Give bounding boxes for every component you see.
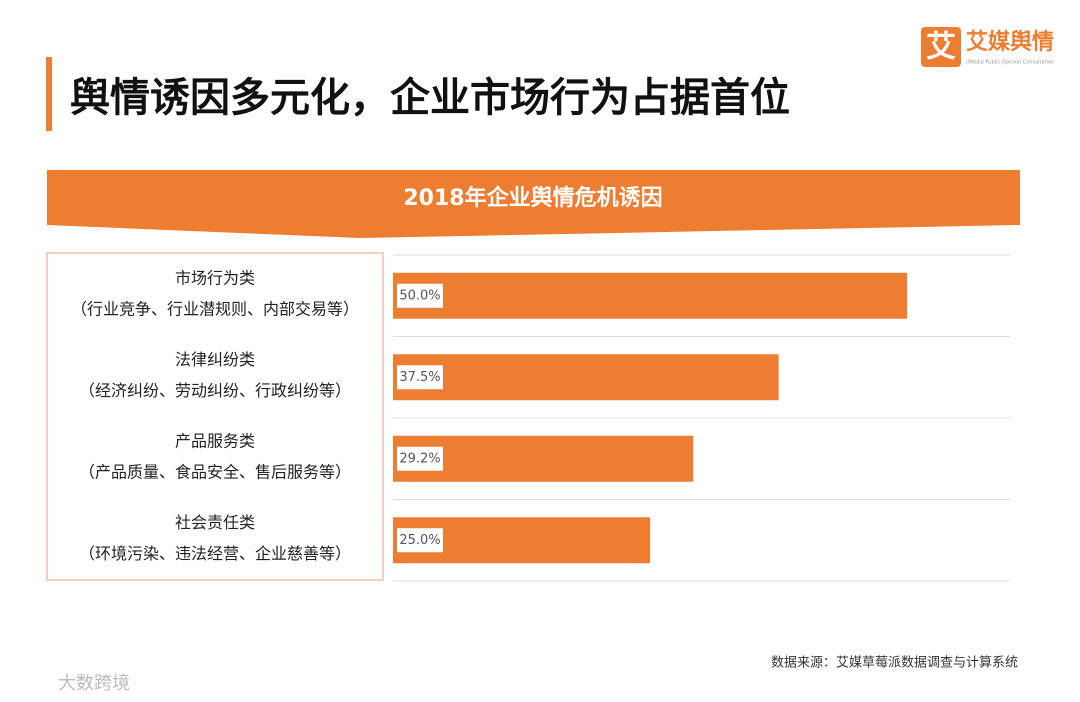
category-label: 法律纠纷类 [175,350,255,369]
category-label: 社会责任类 [175,513,255,532]
slide-title: 舆情诱因多元化，企业市场行为占据首位 [70,75,790,121]
bar [393,354,779,401]
logo-name: 艾媒舆情 [966,29,1054,55]
value-label-box [397,528,443,553]
value-label: 25.0% [399,533,440,548]
category-label: 市场行为类 [175,268,255,287]
category-description: （经济纠纷、劳动纠纷、行政纠纷等） [79,381,351,400]
bar [393,272,908,319]
category-description: （产品质量、食品安全、售后服务等） [79,462,351,481]
watermark: 大数跨境 [58,673,130,694]
category-box [46,252,384,581]
bar [393,435,694,482]
value-label: 50.0% [399,288,440,303]
value-label-box [397,365,443,390]
plot: 市场行为类 （行业竞争、行业潜规则、内部交易等） 50.0% 法律纠纷类 （经济纠纷、劳… [71,254,1010,582]
value-label: 29.2% [399,451,440,466]
logo-tagline: iiMedia Public Opinion Consultation [966,60,1054,66]
subtitle-banner [47,170,1020,238]
value-label-box [397,283,443,308]
logo-icon-box [921,27,961,67]
source-note: 数据来源：艾媒草莓派数据调查与计算系统 [771,656,1018,671]
chart-subtitle: 2018年企业舆情危机诱因 [403,185,662,211]
category-label: 产品服务类 [175,431,255,450]
value-label-box [397,446,443,471]
logo-icon: 艾 [926,30,956,65]
value-label: 37.5% [399,370,440,385]
category-description: （行业竞争、行业潜规则、内部交易等） [71,299,359,318]
title-accent [46,57,52,131]
category-description: （环境污染、违法经营、企业慈善等） [79,544,351,563]
